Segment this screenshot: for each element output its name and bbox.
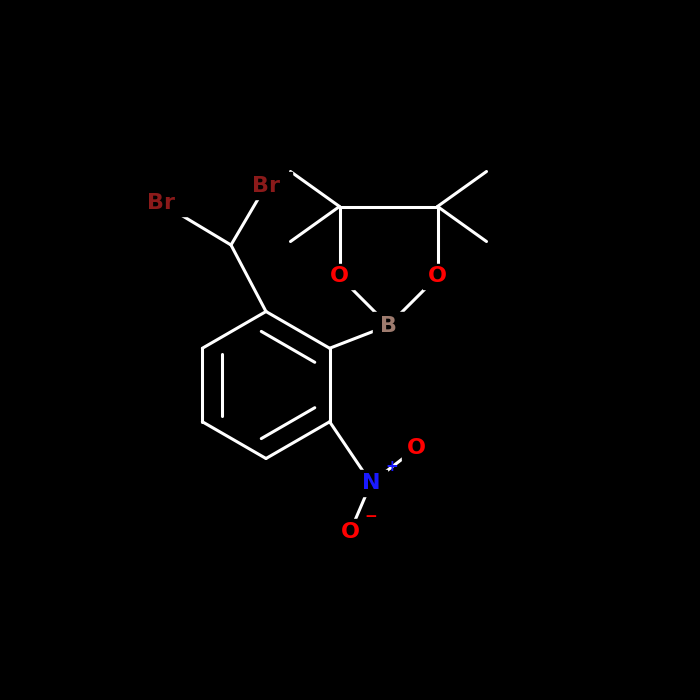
Bar	[402, 435, 431, 461]
Text: Br: Br	[147, 193, 175, 213]
Text: O: O	[330, 267, 349, 286]
Bar	[239, 172, 293, 199]
Bar	[355, 470, 386, 496]
Text: −: −	[365, 509, 377, 524]
Text: +: +	[386, 458, 398, 474]
Bar	[325, 264, 354, 288]
Bar	[372, 312, 405, 339]
Bar	[423, 264, 452, 288]
Text: O: O	[407, 438, 426, 458]
Text: B: B	[380, 316, 397, 335]
Text: O: O	[340, 522, 360, 542]
Text: Br: Br	[252, 176, 280, 195]
Text: O: O	[428, 267, 447, 286]
Bar	[332, 519, 368, 545]
Text: N: N	[362, 473, 380, 493]
Bar	[134, 190, 188, 216]
